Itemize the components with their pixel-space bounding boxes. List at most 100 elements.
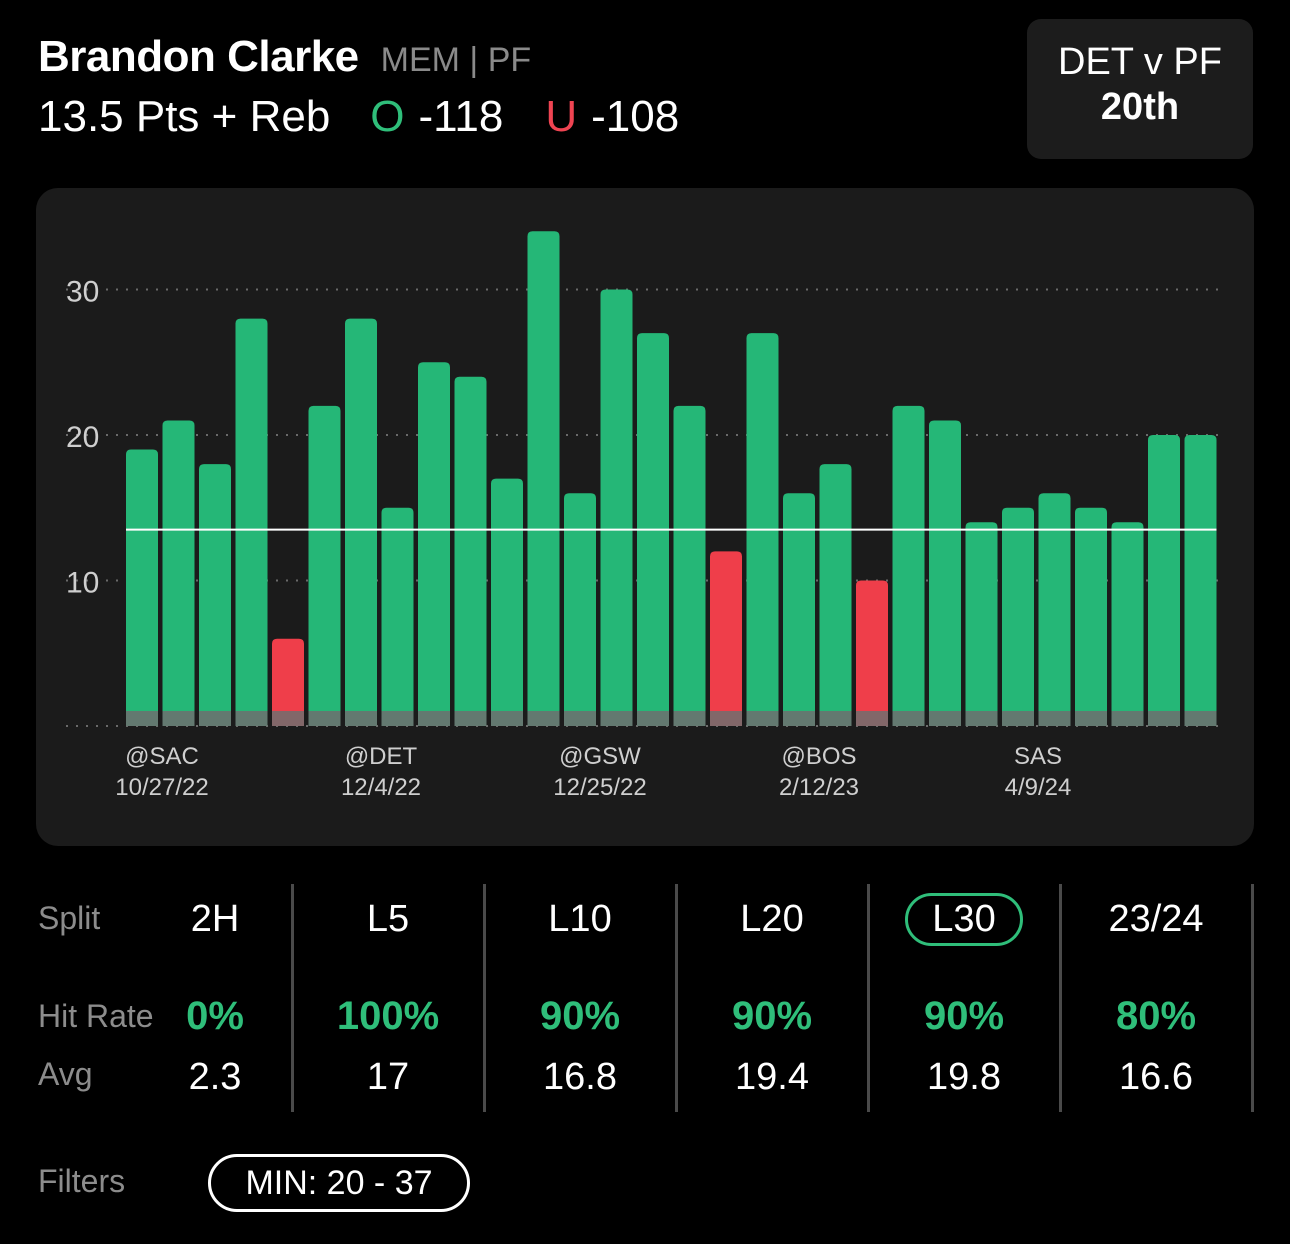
over-odds[interactable]: -118 <box>418 92 504 141</box>
bar-base-band <box>564 711 596 726</box>
split-col-l30[interactable]: L30 90% 19.8 <box>870 880 1058 1112</box>
under-indicator: U <box>545 92 578 141</box>
bar-over <box>162 420 195 726</box>
bar-base-band <box>418 711 450 726</box>
splits-table: Split Hit Rate Avg 2H 0% 2.3 L5 100% 17 … <box>0 880 1290 1120</box>
prop-line-row: 13.5 Pts + Reb O -118 U -108 <box>38 92 679 142</box>
split-avg: 19.4 <box>735 1056 809 1098</box>
filters-label: Filters <box>38 1163 126 1199</box>
split-name: L5 <box>366 898 410 940</box>
bar-base-band <box>308 711 341 726</box>
bar-over <box>892 405 925 726</box>
bar-over <box>235 318 268 726</box>
split-hit-rate: 90% <box>923 994 1005 1038</box>
bar-over <box>1002 507 1034 726</box>
game-log-chart-card: 10 20 30 @SAC 10/27/22 @DET 12/4/22 @GSW 12/25/2… <box>36 188 1254 846</box>
under-odds[interactable]: -108 <box>591 92 680 141</box>
y-tick-label: 20 <box>66 421 99 454</box>
bar-base-band <box>1148 711 1180 726</box>
column-divider <box>1059 884 1062 1112</box>
bar-base-band <box>1111 711 1144 726</box>
bar-base-band <box>381 711 414 726</box>
matchup-rank-card[interactable]: DET v PF 20th <box>1027 19 1253 159</box>
bar-over <box>418 362 450 726</box>
bar-base-band <box>783 711 815 726</box>
bar-base-band <box>527 711 560 726</box>
split-name: 2H <box>190 898 240 940</box>
bar-over <box>308 405 341 726</box>
y-tick-label: 30 <box>66 276 99 309</box>
bar-over <box>454 376 487 726</box>
split-hit-rate: 90% <box>731 994 813 1038</box>
split-col-l10[interactable]: L10 90% 16.8 <box>486 880 674 1112</box>
x-label-date: 12/25/22 <box>553 774 646 801</box>
bar-base-band <box>235 711 268 726</box>
bar-under <box>856 580 888 726</box>
bar-base-band <box>345 711 377 726</box>
split-col-2h-clip: 2H 0% 2.3 <box>186 880 292 1120</box>
column-divider <box>867 884 870 1112</box>
selected-split-pill[interactable]: L30 <box>905 893 1023 946</box>
x-label-date: 2/12/23 <box>779 774 859 801</box>
bar-base-band <box>673 711 706 726</box>
bar-under <box>272 638 304 726</box>
bar-base-band <box>272 711 304 726</box>
split-avg: 2.3 <box>188 1056 242 1098</box>
x-label-date: 4/9/24 <box>1005 774 1072 801</box>
split-avg: 16.8 <box>543 1056 617 1098</box>
split-hit-rate: 80% <box>1115 994 1197 1038</box>
bar-over <box>564 493 596 726</box>
bar-base-band <box>965 711 998 726</box>
bar-base-band <box>637 711 669 726</box>
bar-over <box>600 289 633 726</box>
bar-over <box>819 464 852 726</box>
hit-rate-row-label: Hit Rate <box>38 998 154 1034</box>
minutes-filter-chip[interactable]: MIN: 20 - 37 <box>208 1154 470 1212</box>
over-indicator: O <box>370 92 405 141</box>
bar-over <box>1111 522 1144 726</box>
split-col-2324[interactable]: 23/24 80% 16.6 <box>1062 880 1250 1112</box>
split-col-l5[interactable]: L5 100% 17 <box>294 880 482 1112</box>
bar-base-band <box>1038 711 1071 726</box>
split-row-label: Split <box>38 900 101 936</box>
column-divider <box>291 884 294 1112</box>
bar-over <box>1148 435 1180 726</box>
bar-base-band <box>892 711 925 726</box>
bar-base-band <box>746 711 779 726</box>
matchup-rank: 20th <box>1100 86 1180 128</box>
bar-under <box>710 551 742 726</box>
column-divider <box>483 884 486 1112</box>
bar-base-band <box>856 711 888 726</box>
x-label-date: 12/4/22 <box>341 774 421 801</box>
x-label-opponent: @SAC <box>125 743 199 770</box>
bar-base-band <box>710 711 742 726</box>
bar-over <box>929 420 961 726</box>
y-tick-label: 10 <box>66 567 99 600</box>
player-header: Brandon Clarke MEM | PF 13.5 Pts + Reb O… <box>38 32 679 142</box>
bar-base-band <box>162 711 195 726</box>
split-avg: 19.8 <box>927 1056 1001 1098</box>
split-col-2h[interactable]: 2H 0% 2.3 <box>186 880 290 1112</box>
bar-over <box>1038 493 1071 726</box>
bar-over <box>527 231 560 727</box>
split-name: 23/24 <box>1108 898 1204 940</box>
player-name: Brandon Clarke <box>38 32 359 81</box>
bar-base-band <box>454 711 487 726</box>
split-avg: 16.6 <box>1119 1056 1193 1098</box>
bar-over <box>965 522 998 726</box>
game-log-chart: 10 20 30 @SAC 10/27/22 @DET 12/4/22 @GSW 12/25/2… <box>66 231 1222 801</box>
prop-line: 13.5 Pts + Reb <box>38 92 331 141</box>
column-divider <box>675 884 678 1112</box>
bar-over <box>491 478 523 726</box>
x-label-opponent: @BOS <box>781 743 856 770</box>
bar-over <box>673 405 706 726</box>
bar-over <box>345 318 377 726</box>
bar-base-band <box>126 711 158 726</box>
split-name-selected: L30 <box>870 893 1058 946</box>
bar-over <box>783 493 815 726</box>
bar-over <box>381 507 414 726</box>
bar-base-band <box>1184 711 1217 726</box>
bar-base-band <box>1075 711 1107 726</box>
x-label-date: 10/27/22 <box>115 774 208 801</box>
split-col-l20[interactable]: L20 90% 19.4 <box>678 880 866 1112</box>
